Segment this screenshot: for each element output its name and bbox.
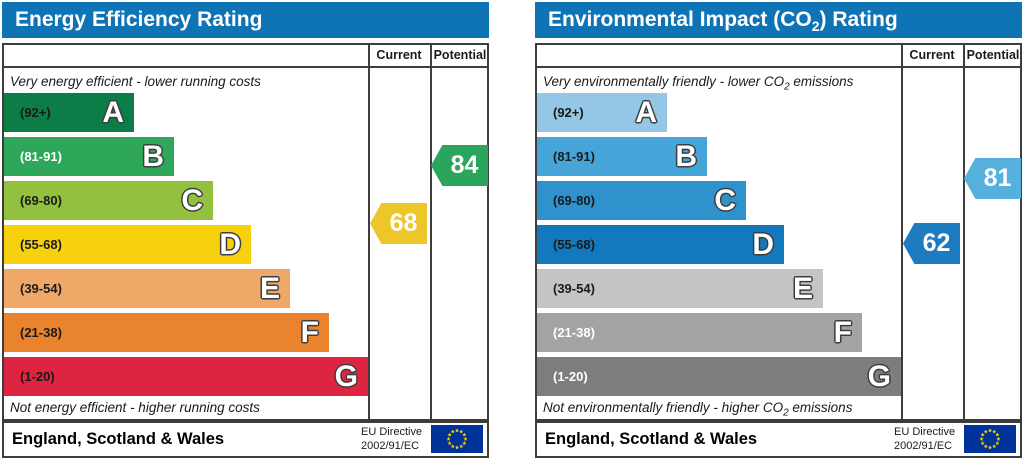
band-e: (39-54) E xyxy=(4,269,290,308)
chart-footer: England, Scotland & Wales EU Directive 2… xyxy=(535,421,1022,458)
chart-title-text: Environmental Impact (CO xyxy=(548,8,812,31)
chart-title: Energy Efficiency Rating xyxy=(2,2,489,44)
current-rating-value: 68 xyxy=(389,209,418,237)
band-grade: G xyxy=(867,360,891,393)
band-e: (39-54) E xyxy=(537,269,823,308)
band-grade: C xyxy=(181,184,203,217)
environmental-impact-chart: Environmental Impact (CO2) Rating Curren… xyxy=(535,2,1022,458)
bottom-caption: Not energy efficient - higher running co… xyxy=(10,400,260,415)
top-caption: Very energy efficient - lower running co… xyxy=(10,74,261,89)
bottom-caption: Not environmentally friendly - higher CO… xyxy=(543,400,853,419)
band-grade: D xyxy=(219,228,241,261)
region-label: England, Scotland & Wales xyxy=(12,430,225,448)
band-grade: G xyxy=(334,360,358,393)
band-grade: F xyxy=(833,316,852,349)
band-range: (81-91) xyxy=(553,149,595,164)
band-a: (92+) A xyxy=(4,93,134,132)
band-b: (81-91) B xyxy=(537,137,707,176)
eu-flag-icon xyxy=(431,425,483,453)
current-column-divider xyxy=(901,43,903,421)
band-range: (1-20) xyxy=(20,369,55,384)
potential-rating-arrow: 81 xyxy=(964,158,1021,199)
top-caption: Very environmentally friendly - lower CO… xyxy=(543,74,854,93)
band-a: (92+) A xyxy=(537,93,667,132)
band-range: (69-80) xyxy=(20,193,62,208)
potential-rating-arrow: 84 xyxy=(431,145,488,186)
potential-column-header: Potential xyxy=(433,48,487,62)
band-range: (55-68) xyxy=(20,237,62,252)
band-b: (81-91) B xyxy=(4,137,174,176)
band-grade: E xyxy=(259,272,280,305)
potential-rating-value: 81 xyxy=(983,164,1012,192)
current-column-header: Current xyxy=(909,48,955,62)
band-grade: D xyxy=(752,228,774,261)
potential-rating-value: 84 xyxy=(450,151,479,179)
potential-column-divider xyxy=(963,43,965,421)
band-range: (81-91) xyxy=(20,149,62,164)
band-range: (39-54) xyxy=(553,281,595,296)
band-range: (39-54) xyxy=(20,281,62,296)
band-range: (55-68) xyxy=(553,237,595,252)
column-header-underline xyxy=(2,66,489,68)
current-rating-arrow: 62 xyxy=(903,223,960,264)
band-range: (92+) xyxy=(553,105,584,120)
band-c: (69-80) C xyxy=(537,181,746,220)
eu-flag-icon xyxy=(964,425,1016,453)
chart-title-text-end: ) Rating xyxy=(819,8,898,31)
potential-column-divider xyxy=(430,43,432,421)
chart-footer: England, Scotland & Wales EU Directive 2… xyxy=(2,421,489,458)
potential-column-header: Potential xyxy=(966,48,1020,62)
eu-directive-label: EU Directive 2002/91/EC xyxy=(361,426,423,452)
band-range: (92+) xyxy=(20,105,51,120)
band-grade: F xyxy=(300,316,319,349)
band-g: (1-20) G xyxy=(537,357,901,396)
band-grade: C xyxy=(714,184,736,217)
band-grade: B xyxy=(675,140,697,173)
band-range: (21-38) xyxy=(20,325,62,340)
band-grade: B xyxy=(142,140,164,173)
chart-title-bar: Energy Efficiency Rating xyxy=(2,2,489,38)
region-label: England, Scotland & Wales xyxy=(545,430,758,448)
band-g: (1-20) G xyxy=(4,357,368,396)
eu-directive-label: EU Directive 2002/91/EC xyxy=(894,426,956,452)
chart-title-bar: Environmental Impact (CO2) Rating xyxy=(535,2,1022,38)
band-f: (21-38) F xyxy=(4,313,329,352)
band-grade: A xyxy=(635,96,657,129)
band-d: (55-68) D xyxy=(4,225,251,264)
column-header-underline xyxy=(535,66,1022,68)
chart-title: Environmental Impact (CO2) Rating xyxy=(535,2,1022,44)
current-rating-arrow: 68 xyxy=(370,203,427,244)
current-column-header: Current xyxy=(376,48,422,62)
band-range: (69-80) xyxy=(553,193,595,208)
chart-title-sub: 2 xyxy=(811,18,820,35)
energy-efficiency-chart: Energy Efficiency Rating Current Potenti… xyxy=(2,2,489,458)
band-d: (55-68) D xyxy=(537,225,784,264)
band-range: (1-20) xyxy=(553,369,588,384)
band-f: (21-38) F xyxy=(537,313,862,352)
band-c: (69-80) C xyxy=(4,181,213,220)
chart-title-text: Energy Efficiency Rating xyxy=(15,8,263,31)
band-range: (21-38) xyxy=(553,325,595,340)
current-column-divider xyxy=(368,43,370,421)
band-grade: E xyxy=(792,272,813,305)
current-rating-value: 62 xyxy=(922,229,951,257)
band-grade: A xyxy=(102,96,124,129)
